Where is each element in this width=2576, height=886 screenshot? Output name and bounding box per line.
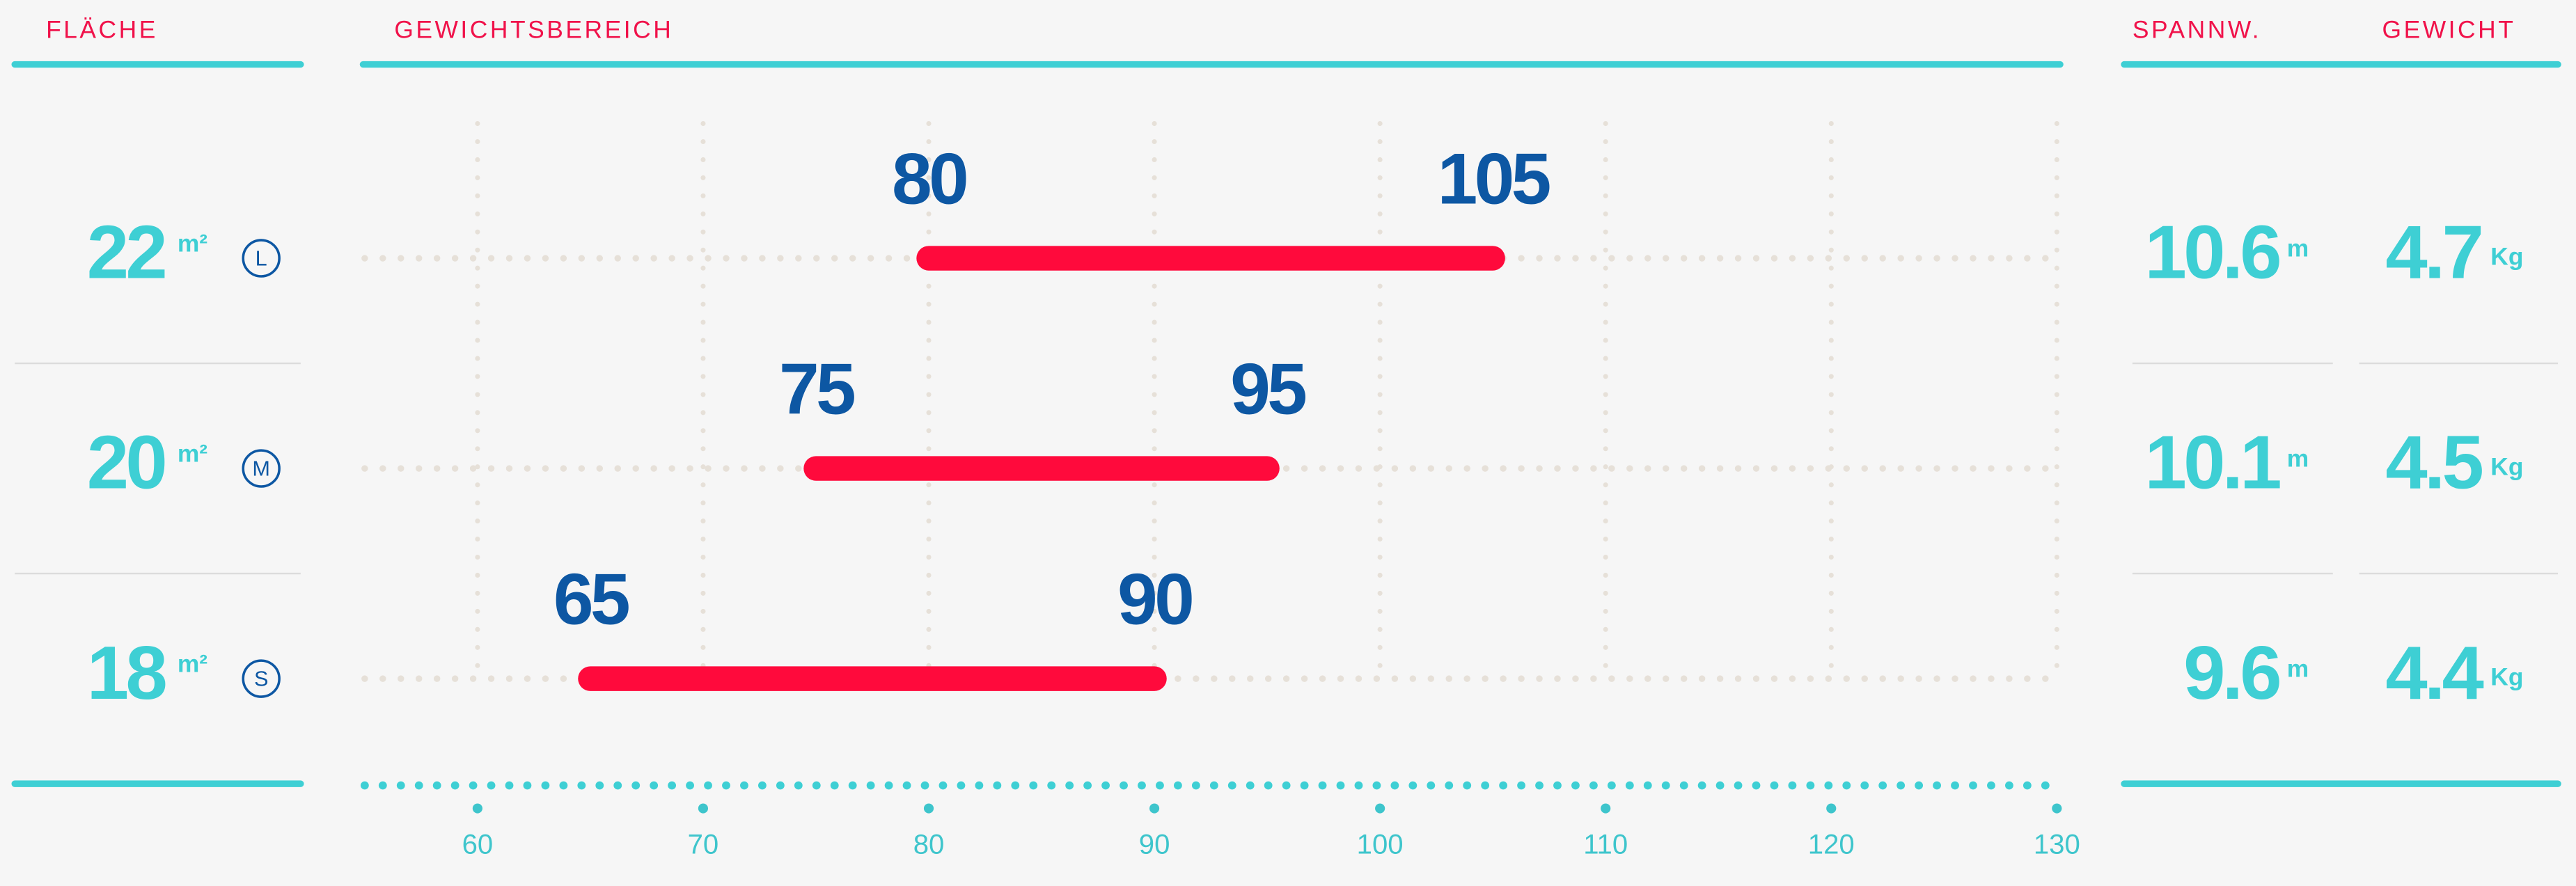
area: 22 [87,211,166,295]
x-tick-label: 110 [1583,829,1628,860]
chart-title: GEWICHTSBEREICH [394,17,673,44]
x-tick-label: 60 [462,829,494,860]
tick-mark [698,803,709,814]
x-tick-label: 80 [913,829,945,860]
weight-unit: Kg [2490,243,2523,270]
size: S [254,667,268,691]
x-tick-label: 70 [688,829,719,860]
weight-unit: Kg [2490,453,2523,480]
high-label: 95 [1230,349,1305,429]
row-separators [15,362,2559,575]
span-unit: m [2287,656,2309,683]
area-unit: m² [178,230,207,258]
low-label: 80 [892,139,966,219]
weight: 4.4 [2385,631,2483,715]
x-tick-label: 120 [1808,829,1855,860]
area-unit: m² [178,651,207,678]
header-rules [11,61,2561,787]
header-weight: GEWICHT [2382,17,2516,44]
tick-mark [923,803,934,814]
weight: 4.5 [2385,421,2482,505]
size-badge [242,449,281,488]
span: 9.6 [2183,631,2279,715]
weight: 4.7 [2385,211,2481,295]
span-unit: m [2287,235,2309,262]
x-tick-label: 90 [1139,829,1170,860]
span: 10.6 [2145,211,2280,295]
header-area: FLÄCHE [46,17,158,44]
x-tick-label: 100 [1357,829,1404,860]
size: L [256,247,267,271]
tick-mark [2052,803,2062,814]
weight-unit: Kg [2490,663,2523,690]
area-unit: m² [178,441,207,468]
low-label: 65 [553,559,629,640]
area: 20 [87,421,165,505]
size-badge [242,239,281,278]
high-label: 90 [1117,559,1192,640]
size: M [252,457,270,481]
tick-mark [1601,803,1611,814]
span-unit: m [2287,445,2309,473]
tick-mark [1375,803,1385,814]
area: 18 [87,631,166,715]
low-label: 75 [779,349,854,429]
tick-mark [1826,803,1837,814]
tick-mark [1149,803,1160,814]
x-tick-label: 130 [2034,829,2080,860]
tick-mark [472,803,482,814]
high-label: 105 [1438,139,1550,219]
span: 10.1 [2145,421,2281,505]
header-span: SPANNW. [2133,17,2261,44]
size-badge [242,659,281,698]
